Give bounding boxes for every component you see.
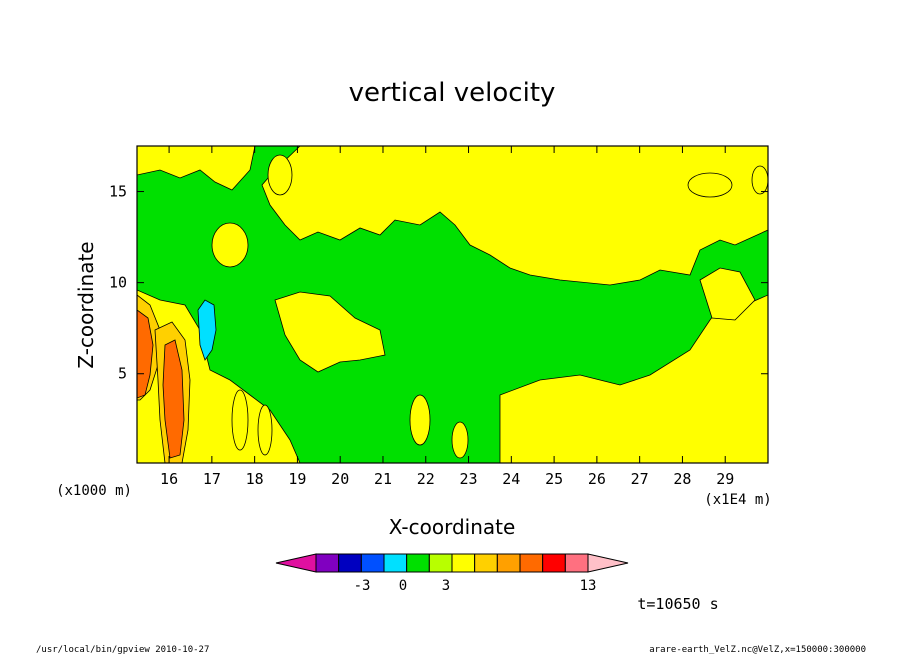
field-blob [409, 394, 431, 446]
field-yellow-mid [274, 291, 386, 373]
y-tick-label: 10 [109, 274, 127, 292]
x-tick-label: 24 [502, 470, 520, 488]
x-tick-label: 25 [545, 470, 563, 488]
x-tick-label: 23 [460, 470, 478, 488]
x-tick-label: 28 [673, 470, 691, 488]
field-blob [267, 154, 293, 196]
y-axis-ticks: 5 10 15 [109, 183, 768, 383]
colorbar-segment [338, 553, 362, 573]
field-blob [211, 222, 249, 268]
footer-left: /usr/local/bin/gpview 2010-10-27 [36, 645, 209, 654]
time-label: t=10650 s [637, 595, 718, 613]
y-tick-label: 15 [109, 183, 127, 201]
colorbar-segment [474, 553, 498, 573]
x-axis-label: X-coordinate [389, 515, 516, 539]
field-yellow-right-lower [499, 294, 768, 463]
footer-right: arare-earth_VelZ.nc@VelZ,x=150000:300000 [649, 645, 866, 654]
field-yellow-topleft [137, 146, 256, 191]
colorbar-segment [406, 553, 430, 573]
plot-frame [136, 145, 769, 464]
colorbar-segment [451, 553, 476, 573]
colorbar [275, 553, 629, 573]
x-tick-label: 16 [160, 470, 178, 488]
colorbar-segment [428, 553, 453, 573]
x-tick-label: 17 [203, 470, 221, 488]
field-strong-left [137, 309, 154, 399]
field-blob [687, 172, 733, 198]
x-tick-label: 21 [374, 470, 392, 488]
chart-title: vertical velocity [349, 78, 556, 108]
x-tick-label: 19 [288, 470, 306, 488]
colorbar-segment [564, 553, 589, 573]
x-tick-label: 18 [246, 470, 264, 488]
contour-fields [137, 146, 768, 463]
plot-area [137, 146, 768, 463]
field-blob [751, 165, 768, 195]
x-tick-label: 29 [716, 470, 734, 488]
field-blob [231, 389, 249, 451]
colorbar-label: -3 [354, 578, 371, 594]
field-yellow-upper [261, 146, 768, 286]
colorbar-min-arrow [275, 553, 317, 573]
colorbar-segment [383, 553, 408, 573]
x-axis-ticks: 16 17 18 19 20 21 22 23 24 25 26 27 28 29 [160, 146, 734, 488]
colorbar-label: 3 [442, 578, 450, 594]
x-tick-label: 27 [631, 470, 649, 488]
colorbar-segment [360, 553, 385, 573]
y-axis-label: Z-coordinate [74, 241, 98, 368]
x-axis-unit: (x1E4 m) [704, 492, 771, 508]
field-yellow-right-col [699, 267, 756, 321]
field-blob [451, 421, 469, 459]
x-tick-label: 20 [331, 470, 349, 488]
field-strong-mid [162, 339, 185, 459]
x-tick-label: 26 [588, 470, 606, 488]
x-tick-label: 22 [417, 470, 435, 488]
colorbar-label: 13 [580, 578, 597, 594]
y-axis-unit: (x1000 m) [56, 483, 132, 499]
colorbar-segment [542, 553, 566, 573]
field-blob [257, 404, 273, 456]
colorbar-segment [496, 553, 521, 573]
colorbar-max-arrow [587, 553, 629, 573]
colorbar-segment [315, 553, 340, 573]
colorbar-segment [519, 553, 544, 573]
y-tick-label: 5 [118, 365, 127, 383]
colorbar-label: 0 [399, 578, 407, 594]
field-negative [197, 299, 217, 361]
colorbar-labels: -3 0 3 13 [354, 578, 597, 594]
